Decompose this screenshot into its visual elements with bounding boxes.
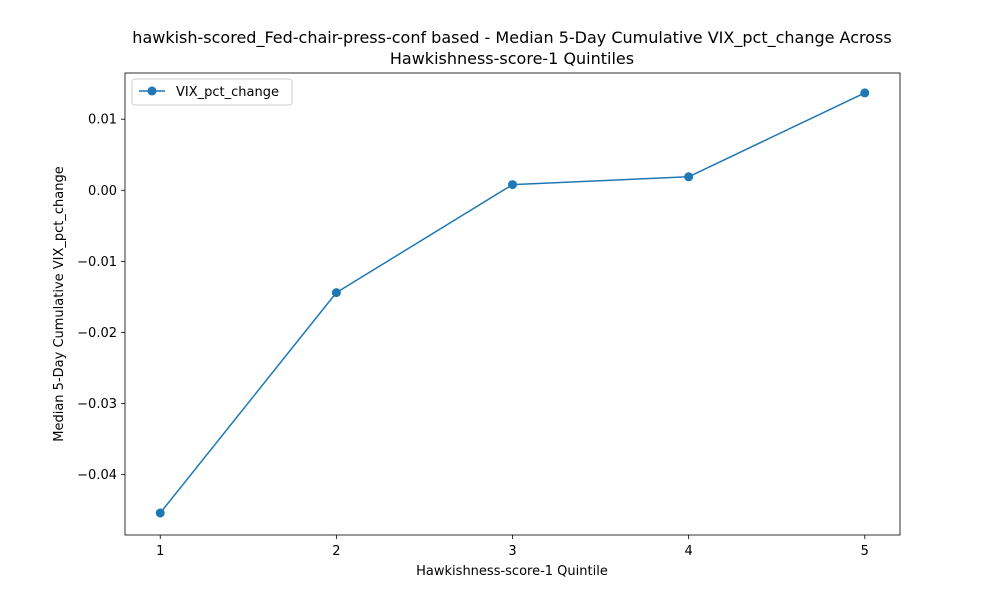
legend-marker-sample [147,86,157,96]
y-tick-label: −0.02 [77,326,117,341]
x-tick-label: 3 [508,544,516,559]
data-point [684,172,694,182]
plot-frame [124,72,901,536]
y-axis-label: Median 5-Day Cumulative VIX_pct_change [52,166,67,441]
x-tick-label: 4 [684,544,692,559]
legend-entry-label: VIX_pct_change [176,85,279,100]
data-point [155,508,165,518]
series-layer [155,88,870,518]
y-axis: −0.04 −0.03 −0.02 −0.01 0.00 0.01 [77,113,125,483]
y-tick-label: −0.03 [77,397,117,412]
x-tick-label: 5 [861,544,869,559]
y-tick-label: 0.00 [88,184,117,199]
x-axis-label: Hawkishness-score-1 Quintile [416,564,608,579]
data-point [508,180,517,190]
y-tick-label: −0.04 [77,468,117,483]
chart-title-line-2: Hawkishness-score-1 Quintiles [390,49,634,68]
y-tick-label: 0.01 [88,113,117,128]
data-point [860,88,870,98]
legend: VIX_pct_change [131,78,293,106]
x-tick-label: 2 [332,544,340,559]
x-axis: 1 2 3 4 5 [156,535,869,559]
chart-title-line-1: hawkish-scored_Fed-chair-press-conf base… [132,28,891,48]
x-tick-label: 1 [156,544,164,559]
y-tick-label: −0.01 [77,255,117,270]
data-point [331,288,341,298]
legend-frame [131,78,293,106]
